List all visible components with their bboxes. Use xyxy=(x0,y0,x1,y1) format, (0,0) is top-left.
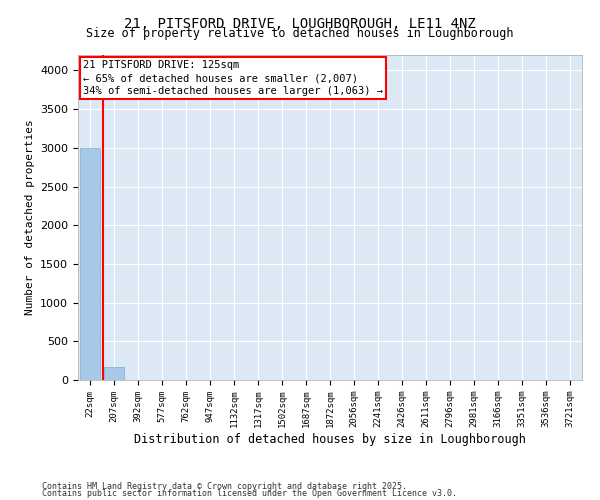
Text: Contains HM Land Registry data © Crown copyright and database right 2025.: Contains HM Land Registry data © Crown c… xyxy=(42,482,407,491)
Bar xyxy=(80,148,100,380)
Bar xyxy=(104,367,124,380)
Y-axis label: Number of detached properties: Number of detached properties xyxy=(25,120,35,316)
X-axis label: Distribution of detached houses by size in Loughborough: Distribution of detached houses by size … xyxy=(134,433,526,446)
Text: 21 PITSFORD DRIVE: 125sqm
← 65% of detached houses are smaller (2,007)
34% of se: 21 PITSFORD DRIVE: 125sqm ← 65% of detac… xyxy=(83,60,383,96)
Text: Size of property relative to detached houses in Loughborough: Size of property relative to detached ho… xyxy=(86,28,514,40)
Text: Contains public sector information licensed under the Open Government Licence v3: Contains public sector information licen… xyxy=(42,489,457,498)
Text: 21, PITSFORD DRIVE, LOUGHBOROUGH, LE11 4NZ: 21, PITSFORD DRIVE, LOUGHBOROUGH, LE11 4… xyxy=(124,18,476,32)
